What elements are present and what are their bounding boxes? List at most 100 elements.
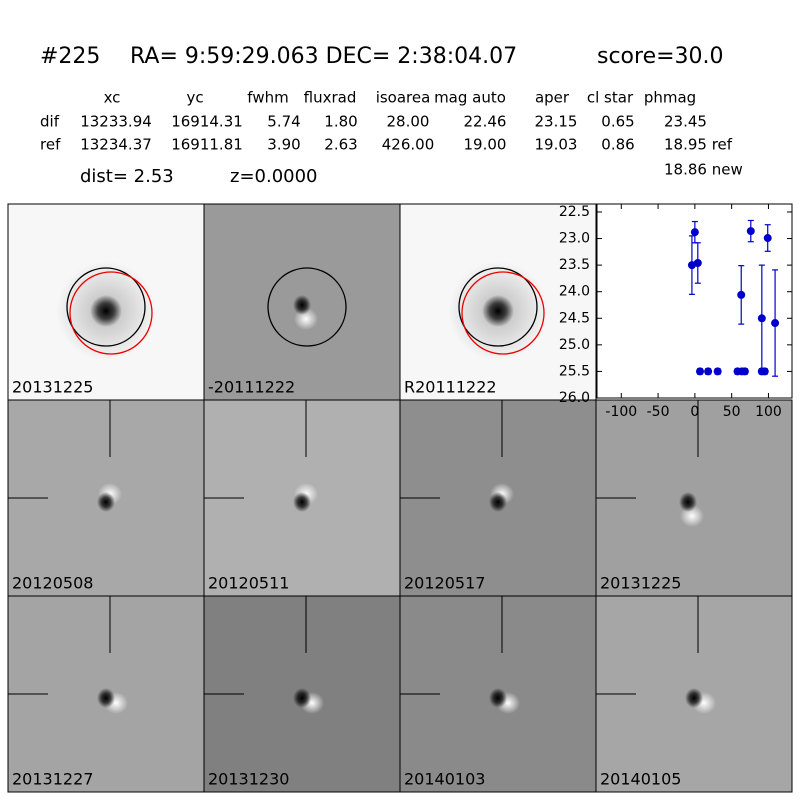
stamp: 20120517 bbox=[399, 399, 597, 597]
stamp: 20131227 bbox=[7, 595, 205, 793]
stamp: 20120511 bbox=[203, 399, 401, 597]
point bbox=[696, 367, 705, 376]
cell: 3.90 bbox=[267, 136, 300, 154]
stamp-label: 20140103 bbox=[404, 770, 485, 789]
cell: 22.46 bbox=[464, 113, 507, 131]
column-header: phmag bbox=[644, 89, 696, 107]
column-header: yc bbox=[186, 89, 203, 107]
dipole-negative bbox=[97, 688, 115, 708]
dipole-negative bbox=[97, 492, 115, 512]
cell: 0.86 bbox=[601, 136, 634, 154]
cell: 5.74 bbox=[267, 113, 300, 131]
cell: 19.03 bbox=[535, 136, 578, 154]
stamp: 20140105 bbox=[595, 595, 793, 793]
dipole-negative bbox=[489, 492, 507, 512]
column-header: cl star bbox=[587, 89, 634, 107]
cell: 0.65 bbox=[601, 113, 634, 131]
x-tick-label: 0 bbox=[690, 404, 699, 420]
stamp-label: 20120511 bbox=[208, 574, 289, 593]
cell: 16914.31 bbox=[171, 113, 243, 131]
aperture bbox=[66, 267, 146, 347]
stamp: 20131225 bbox=[7, 203, 205, 401]
distance: dist= 2.53 bbox=[80, 166, 174, 187]
x-tick-label: -50 bbox=[647, 404, 670, 420]
candidate-id: #225 bbox=[40, 44, 100, 69]
stamp: R20111222 bbox=[399, 203, 597, 401]
cell: 13233.94 bbox=[80, 113, 152, 131]
row-label: dif bbox=[40, 113, 60, 131]
point bbox=[737, 290, 746, 299]
column-header: aper bbox=[535, 89, 570, 107]
point bbox=[690, 228, 699, 237]
point bbox=[757, 314, 766, 323]
point bbox=[771, 319, 780, 328]
x-tick-label: 50 bbox=[723, 404, 741, 420]
stamp-label: 20131225 bbox=[600, 574, 681, 593]
stamp: 20120508 bbox=[7, 399, 205, 597]
dipole-negative bbox=[679, 492, 697, 512]
y-tick-label: 22.5 bbox=[559, 204, 590, 220]
y-tick-label: 24.0 bbox=[559, 284, 590, 300]
y-tick-label: 23.5 bbox=[559, 257, 590, 273]
cell: 426.00 bbox=[382, 136, 435, 154]
aperture bbox=[458, 267, 538, 347]
redshift: z=0.0000 bbox=[230, 166, 318, 187]
source bbox=[90, 295, 122, 327]
stamp-label: 20120508 bbox=[12, 574, 93, 593]
cell: 18.86 new bbox=[664, 161, 743, 179]
stamp-label: 20131230 bbox=[208, 770, 289, 789]
aperture bbox=[69, 271, 153, 355]
stamp: 20131225 bbox=[595, 399, 793, 597]
point bbox=[713, 367, 722, 376]
point bbox=[704, 367, 713, 376]
coordinates: RA= 9:59:29.063 DEC= 2:38:04.07 bbox=[130, 44, 517, 69]
dipole-negative bbox=[293, 688, 311, 708]
stamp: 20131230 bbox=[203, 595, 401, 793]
stamp: -20111222 bbox=[203, 203, 401, 401]
aperture bbox=[461, 271, 545, 355]
y-tick-label: 24.5 bbox=[559, 310, 590, 326]
stamp-frame bbox=[595, 595, 793, 793]
row-label: ref bbox=[40, 136, 61, 154]
cell: 28.00 bbox=[387, 113, 430, 131]
x-tick-label: 100 bbox=[755, 404, 782, 420]
stamp-label: -20111222 bbox=[208, 378, 295, 397]
column-header: fluxrad bbox=[304, 89, 357, 107]
column-header: isoarea bbox=[376, 89, 431, 107]
x-tick-label: -100 bbox=[605, 404, 637, 420]
cell: 23.45 bbox=[664, 113, 707, 131]
stamp-label: 20120517 bbox=[404, 574, 485, 593]
cell: 18.95 ref bbox=[664, 136, 733, 154]
stamp-label: 20131227 bbox=[12, 770, 93, 789]
source bbox=[482, 295, 514, 327]
cell: 13234.37 bbox=[80, 136, 152, 154]
point bbox=[763, 234, 772, 243]
column-header: mag auto bbox=[434, 89, 506, 107]
point bbox=[746, 227, 755, 236]
y-tick-label: 26.0 bbox=[559, 390, 590, 406]
dipole-negative bbox=[489, 688, 507, 708]
stamp-label: R20111222 bbox=[404, 378, 497, 397]
cell: 2.63 bbox=[324, 136, 357, 154]
cell: 19.00 bbox=[464, 136, 507, 154]
cell: 16911.81 bbox=[171, 136, 243, 154]
point bbox=[740, 367, 749, 376]
cell: 1.80 bbox=[324, 113, 357, 131]
y-tick-label: 25.5 bbox=[559, 363, 590, 379]
stamp: 20140103 bbox=[399, 595, 597, 793]
y-tick-label: 23.0 bbox=[559, 231, 590, 247]
dipole-negative bbox=[293, 295, 311, 315]
point bbox=[760, 367, 769, 376]
stamp-label: 20140105 bbox=[600, 770, 681, 789]
cell: 23.15 bbox=[535, 113, 578, 131]
dipole-negative bbox=[293, 492, 311, 512]
dipole-negative bbox=[685, 688, 703, 708]
score: score=30.0 bbox=[597, 44, 724, 69]
y-tick-label: 25.0 bbox=[559, 337, 590, 353]
stamp-label: 20131225 bbox=[12, 378, 93, 397]
point bbox=[693, 258, 702, 267]
column-header: fwhm bbox=[247, 89, 288, 107]
aperture bbox=[267, 267, 347, 347]
column-header: xc bbox=[104, 89, 121, 107]
